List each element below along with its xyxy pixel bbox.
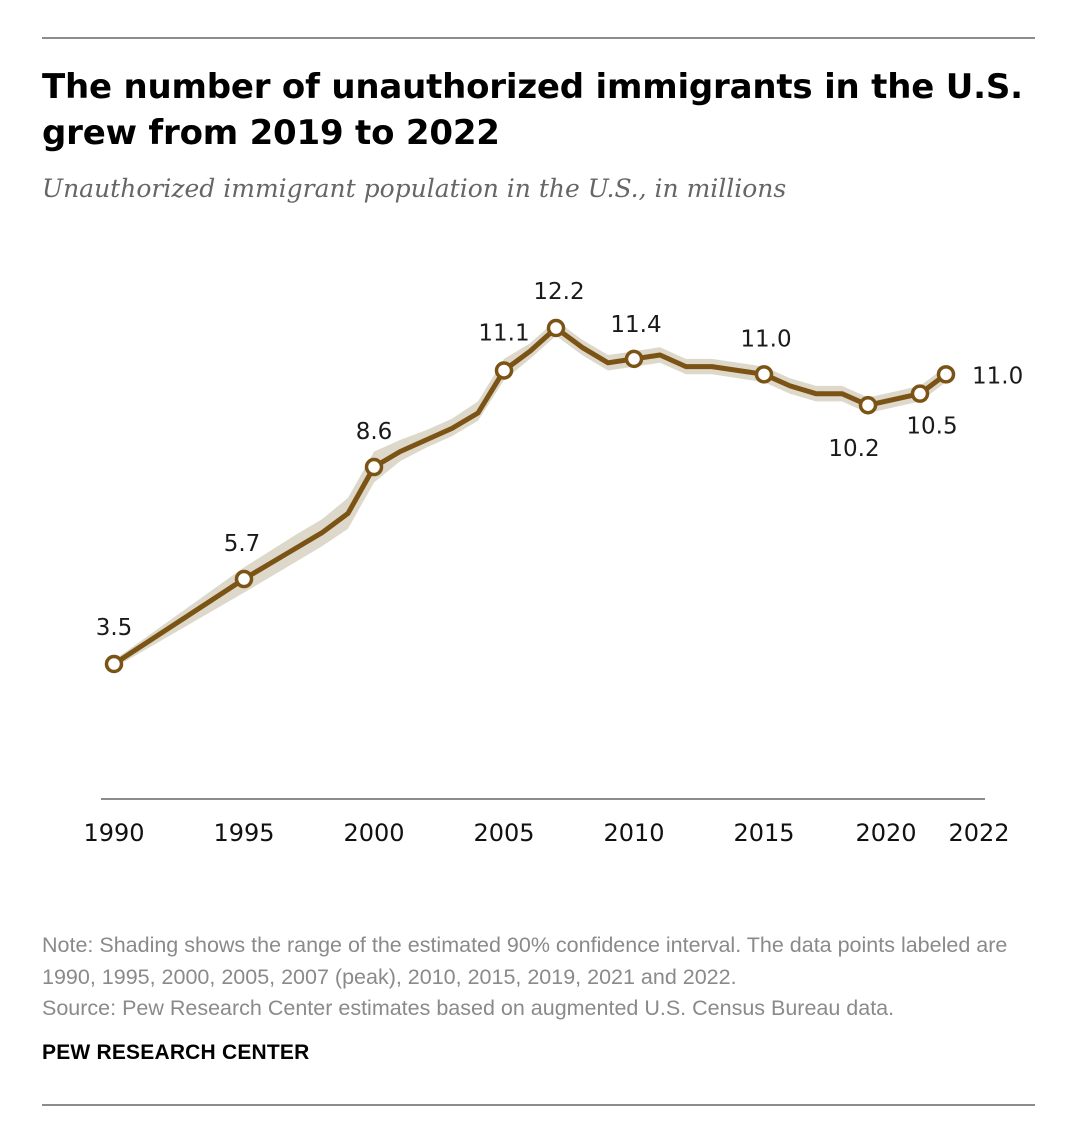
series-line xyxy=(111,325,949,667)
chart-notes: Note: Shading shows the range of the est… xyxy=(42,930,1042,1025)
data-point-marker xyxy=(858,395,878,415)
data-label: 11.0 xyxy=(972,363,1023,389)
x-tick-label: 1995 xyxy=(213,819,274,847)
x-tick-label: 2022 xyxy=(948,819,1009,847)
data-label: 11.0 xyxy=(740,326,791,352)
x-tick-label: 1990 xyxy=(83,819,144,847)
data-point-marker xyxy=(234,569,254,589)
x-axis: 1990 1995 2000 2005 2010 2015 2020 2022 xyxy=(83,798,1010,847)
source-text: Source: Pew Research Center estimates ba… xyxy=(42,996,895,1020)
data-label: 12.2 xyxy=(533,279,584,305)
chart-subtitle: Unauthorized immigrant population in the… xyxy=(42,174,787,203)
confidence-band-layer xyxy=(114,320,946,668)
note-text: Note: Shading shows the range of the est… xyxy=(42,933,1008,989)
data-label: 10.2 xyxy=(828,436,879,462)
x-tick-label: 2015 xyxy=(733,819,794,847)
data-label: 11.4 xyxy=(610,312,661,338)
data-point-marker xyxy=(546,318,566,338)
series-line-layer xyxy=(111,325,949,667)
x-tick-label: 2000 xyxy=(343,819,404,847)
chart-title: The number of unauthorized immigrants in… xyxy=(42,67,1023,153)
brand-logo-text: PEW RESEARCH CENTER xyxy=(42,1041,310,1064)
x-tick-label: 2010 xyxy=(603,819,664,847)
line-chart: 1990 1995 2000 2005 2010 2015 2020 2022 3.5 5.7 8… xyxy=(83,279,1024,847)
data-label: 8.6 xyxy=(356,419,393,445)
top-rule xyxy=(42,37,1035,39)
data-point-marker xyxy=(936,365,956,384)
confidence-interval-band xyxy=(114,320,946,668)
data-point-marker xyxy=(494,361,514,380)
data-point-marker xyxy=(624,349,644,369)
bottom-rule xyxy=(42,1104,1035,1106)
data-point-marker xyxy=(910,384,930,403)
data-label: 3.5 xyxy=(96,615,133,641)
data-label-layer: 3.5 5.7 8.6 11.112.2 11.4 11.0 10.2 10.5 11.0 xyxy=(96,279,1024,641)
data-point-marker xyxy=(104,654,124,674)
x-tick-label: 2020 xyxy=(855,819,916,847)
x-tick-label: 2005 xyxy=(473,819,534,847)
data-label: 5.7 xyxy=(224,531,261,557)
data-label: 11.1 xyxy=(478,320,529,346)
data-point-marker xyxy=(754,365,774,384)
data-point-marker xyxy=(364,457,384,477)
data-label: 10.5 xyxy=(906,414,957,440)
data-point-layer xyxy=(104,318,956,674)
